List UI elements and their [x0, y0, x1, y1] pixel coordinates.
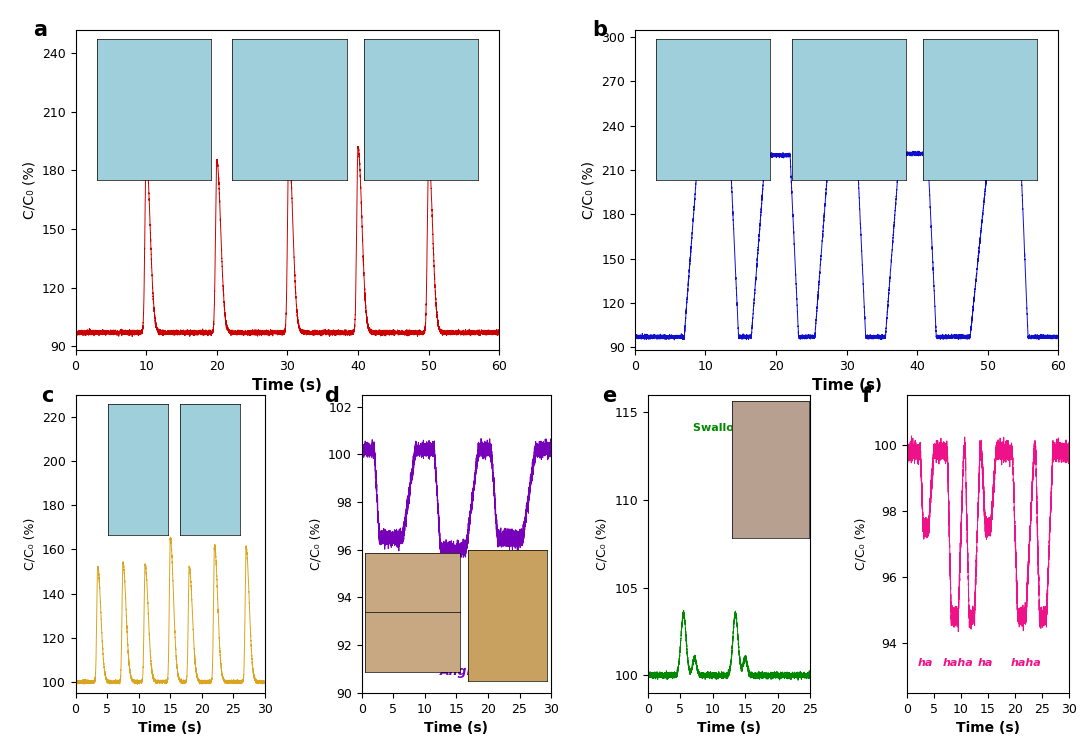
Text: b: b: [593, 20, 607, 40]
Text: e: e: [603, 386, 617, 406]
Y-axis label: C/C₀ (%): C/C₀ (%): [582, 161, 596, 219]
Y-axis label: C/C₀ (%): C/C₀ (%): [24, 518, 37, 570]
Y-axis label: C/C₀ (%): C/C₀ (%): [596, 518, 609, 570]
Y-axis label: C/C₀ (%): C/C₀ (%): [23, 161, 37, 219]
X-axis label: Time (s): Time (s): [424, 721, 488, 735]
X-axis label: Time (s): Time (s): [697, 721, 761, 735]
Text: d: d: [324, 386, 339, 406]
X-axis label: Time (s): Time (s): [812, 378, 881, 393]
X-axis label: Time (s): Time (s): [956, 721, 1020, 735]
Text: haha: haha: [1011, 659, 1041, 668]
Text: ha: ha: [977, 659, 993, 668]
X-axis label: Time (s): Time (s): [253, 378, 322, 393]
Y-axis label: C/C₀ (%): C/C₀ (%): [310, 518, 323, 570]
Text: f: f: [862, 386, 870, 406]
Text: c: c: [41, 386, 54, 406]
Text: Swallowing saliva: Swallowing saliva: [693, 422, 805, 433]
Y-axis label: C/C₀ (%): C/C₀ (%): [854, 518, 867, 570]
X-axis label: Time (s): Time (s): [138, 721, 202, 735]
Text: a: a: [33, 20, 48, 40]
Text: ha: ha: [918, 659, 933, 668]
Text: Angry: Angry: [440, 665, 481, 678]
Text: haha: haha: [943, 659, 974, 668]
